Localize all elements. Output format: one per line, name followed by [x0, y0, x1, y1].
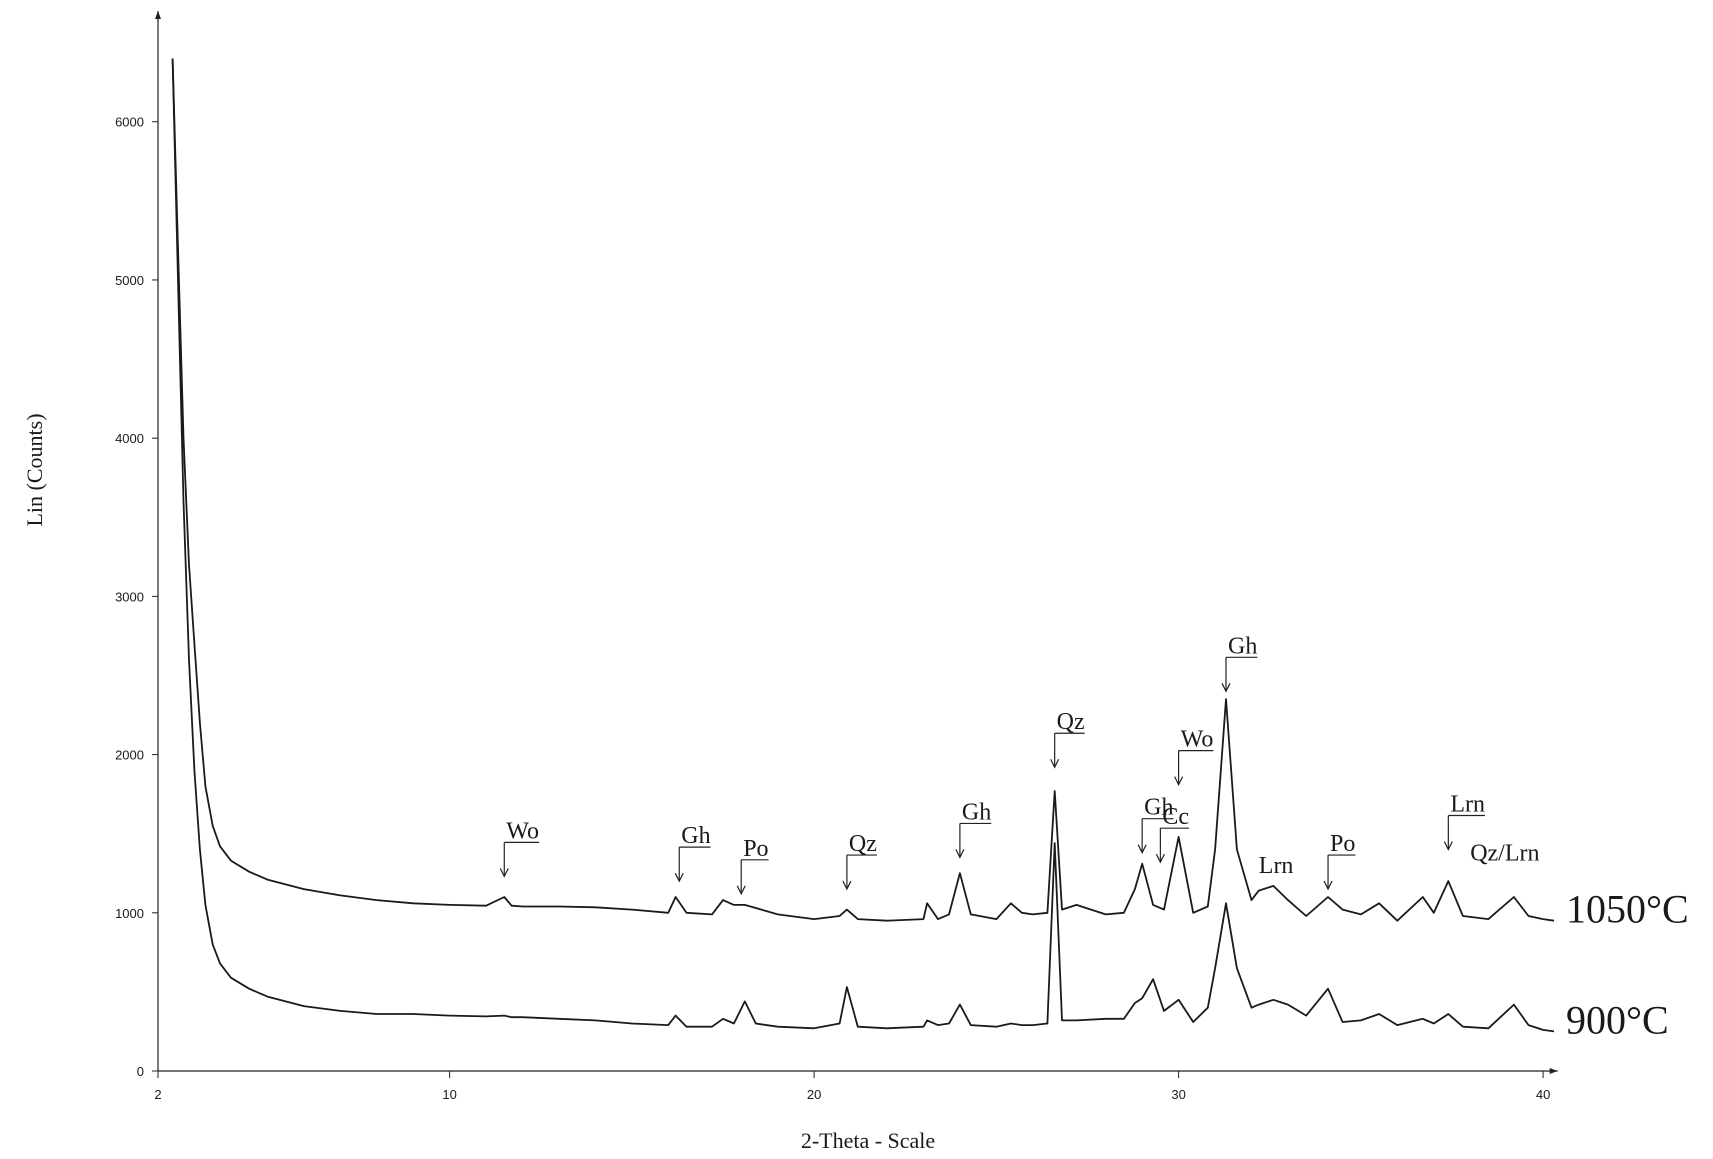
- annotation-arrowhead: [1155, 853, 1165, 864]
- x-tick-label: 40: [1536, 1087, 1550, 1102]
- annotation-arrowhead: [674, 872, 684, 883]
- x-tick-label: 2: [154, 1087, 161, 1102]
- y-tick-label: 0: [137, 1064, 144, 1079]
- annotation-arrowhead: [736, 885, 746, 896]
- x-axis-arrow: [1549, 1068, 1558, 1074]
- x-axis-title: 2-Theta - Scale: [801, 1128, 935, 1153]
- x-tick-label: 30: [1171, 1087, 1185, 1102]
- y-tick-label: 5000: [115, 273, 144, 288]
- series-line: [171, 58, 1555, 1033]
- annotation-label: Cc: [1162, 804, 1189, 830]
- annotation-label: Lrn: [1259, 853, 1294, 879]
- annotation-label: Po: [743, 836, 768, 862]
- annotation-label: Lrn: [1450, 792, 1485, 818]
- series-line: [171, 58, 1555, 922]
- x-tick-label: 10: [442, 1087, 456, 1102]
- annotation-arrowhead: [499, 868, 509, 878]
- y-tick-label: 1000: [115, 906, 144, 921]
- annotation-arrowhead: [1050, 758, 1060, 769]
- series-label: 1050°C: [1566, 887, 1689, 932]
- annotation-label: Gh: [962, 799, 991, 825]
- annotation-label: Po: [1330, 831, 1355, 857]
- annotation-arrowhead: [1221, 683, 1231, 693]
- x-tick-label: 20: [807, 1087, 821, 1102]
- annotation-arrowhead: [842, 880, 852, 891]
- y-axis-arrow: [155, 11, 161, 19]
- annotation-arrowhead: [955, 849, 965, 859]
- annotation-arrowhead: [1137, 844, 1147, 855]
- annotation-label: Gh: [1228, 633, 1257, 659]
- annotation-label: Wo: [1181, 727, 1214, 753]
- y-tick-label: 2000: [115, 748, 144, 763]
- annotation-arrowhead: [1443, 841, 1453, 851]
- annotation-arrowhead: [1174, 776, 1184, 786]
- y-tick-label: 3000: [115, 589, 144, 604]
- annotation-label: Wo: [506, 818, 539, 844]
- y-tick-label: 6000: [115, 115, 144, 130]
- annotation-label: Qz/Lrn: [1470, 841, 1539, 867]
- y-axis-title: Lin (Counts): [22, 413, 47, 526]
- annotation-label: Qz: [849, 831, 877, 857]
- annotation-label: Gh: [1144, 795, 1173, 821]
- series-label: 900°C: [1566, 997, 1669, 1042]
- annotation-arrowhead: [1323, 880, 1333, 891]
- annotation-label: Gh: [681, 823, 710, 849]
- y-tick-label: 4000: [115, 431, 144, 446]
- annotation-label: Qz: [1057, 709, 1085, 735]
